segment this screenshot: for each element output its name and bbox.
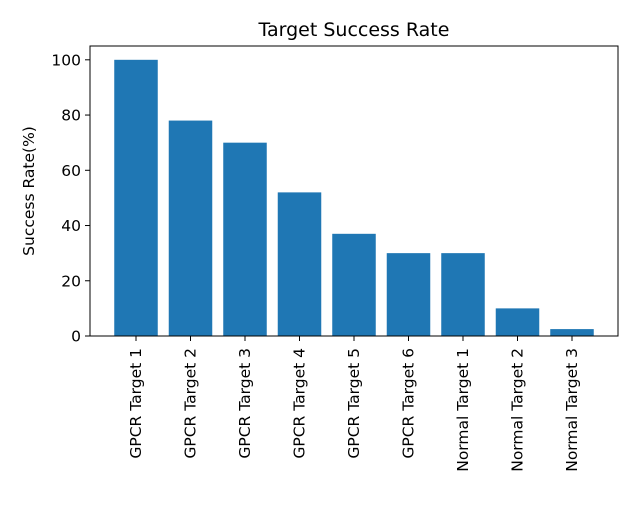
chart-title: Target Success Rate bbox=[258, 19, 450, 41]
x-tick-label: Normal Target 2 bbox=[509, 348, 527, 472]
bar bbox=[441, 253, 485, 336]
x-axis-ticks: GPCR Target 1 GPCR Target 2 GPCR Target 3 G… bbox=[127, 336, 581, 472]
bar bbox=[223, 142, 267, 336]
bar bbox=[386, 253, 431, 336]
x-tick-label: GPCR Target 3 bbox=[236, 348, 254, 459]
bars-group bbox=[114, 59, 594, 337]
y-axis-ticks: 0 20 40 60 80 100 bbox=[51, 51, 90, 346]
y-tick-label: 60 bbox=[61, 162, 81, 180]
x-tick-label: GPCR Target 5 bbox=[345, 348, 363, 459]
x-tick-label: GPCR Target 1 bbox=[127, 348, 145, 459]
x-tick-label: Normal Target 1 bbox=[454, 348, 472, 472]
x-tick-label: GPCR Target 2 bbox=[182, 348, 200, 459]
y-tick-label: 20 bbox=[61, 272, 81, 290]
y-tick-label: 100 bbox=[51, 51, 81, 69]
x-tick-label: Normal Target 3 bbox=[563, 348, 581, 472]
y-tick-label: 80 bbox=[61, 107, 81, 125]
bar bbox=[332, 233, 376, 336]
bar bbox=[277, 192, 322, 336]
y-tick-label: 40 bbox=[61, 217, 81, 235]
x-tick-label: GPCR Target 4 bbox=[291, 348, 309, 459]
x-tick-label: GPCR Target 6 bbox=[400, 348, 418, 459]
y-tick-label: 0 bbox=[71, 328, 81, 346]
bar bbox=[550, 329, 594, 336]
bar bbox=[114, 59, 158, 337]
bar bbox=[168, 120, 213, 336]
y-axis-label: Success Rate(%) bbox=[20, 126, 38, 256]
bar bbox=[495, 308, 540, 336]
plot-frame bbox=[89, 45, 619, 337]
